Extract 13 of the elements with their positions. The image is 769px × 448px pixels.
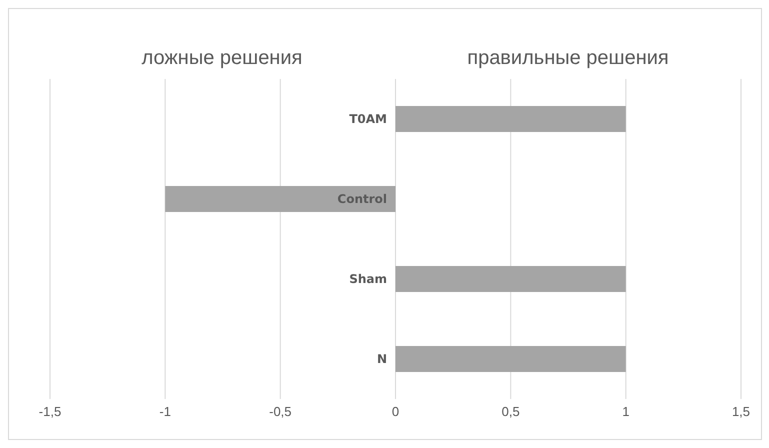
- x-tick-label: 1: [622, 404, 630, 420]
- y-tick-label: Sham: [349, 272, 387, 286]
- text: ложные решения: [140, 47, 304, 70]
- x-tick-label: 0,5: [502, 404, 520, 420]
- y-tick-label: N: [376, 352, 387, 366]
- x-tick-label: 1,5: [732, 404, 750, 420]
- x-tick-label: -1: [159, 404, 171, 420]
- x-tick-label: -0,5: [269, 404, 292, 420]
- x-tick-label: -1,5: [38, 404, 62, 420]
- y-tick-label: Control: [337, 192, 387, 206]
- x-tick-label: 0: [392, 404, 400, 420]
- y-tick-label: T0AM: [349, 112, 387, 126]
- text: правильные решения: [466, 47, 670, 70]
